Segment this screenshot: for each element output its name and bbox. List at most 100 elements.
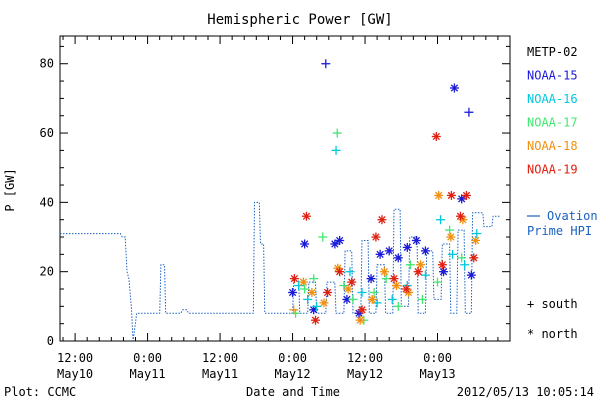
marker-noaa-15 <box>411 235 421 245</box>
marker-noaa-16 <box>420 270 430 280</box>
plot-frame <box>59 35 511 342</box>
marker-noaa-18 <box>391 281 401 291</box>
x-tick-label-time: 0:00 <box>133 351 162 365</box>
marker-noaa-19 <box>335 267 345 277</box>
marker-noaa-18 <box>355 315 365 325</box>
x-tick-label-time: 0:00 <box>423 351 452 365</box>
x-tick-label-time: 12:00 <box>57 351 93 365</box>
marker-noaa-16 <box>387 294 397 304</box>
marker-noaa-18 <box>367 294 377 304</box>
ovation-line <box>60 201 501 342</box>
footer-x-axis-label: Date and Time <box>246 385 340 399</box>
marker-noaa-18 <box>307 287 317 297</box>
marker-noaa-19 <box>437 260 447 270</box>
marker-noaa-18 <box>379 267 389 277</box>
marker-noaa-19 <box>446 190 456 200</box>
symbol-key-south: + south <box>527 297 578 311</box>
marker-noaa-17 <box>309 274 319 284</box>
legend-entry-noaa-18: NOAA-18 <box>527 139 578 153</box>
marker-noaa-15 <box>330 239 340 249</box>
y-tick-label: 80 <box>40 57 54 71</box>
data-markers <box>288 59 482 325</box>
marker-noaa-16 <box>331 145 341 155</box>
marker-noaa-19 <box>357 305 367 315</box>
marker-noaa-15 <box>288 287 298 297</box>
marker-noaa-18 <box>416 260 426 270</box>
marker-noaa-19 <box>389 274 399 284</box>
y-tick-label: 60 <box>40 126 54 140</box>
x-tick-label-date: May13 <box>419 367 455 381</box>
y-tick-label: 20 <box>40 265 54 279</box>
marker-noaa-17 <box>417 294 427 304</box>
marker-noaa-17 <box>381 274 391 284</box>
x-tick-label-time: 12:00 <box>347 351 383 365</box>
marker-noaa-19 <box>311 315 321 325</box>
marker-noaa-19 <box>289 274 299 284</box>
marker-noaa-18 <box>434 190 444 200</box>
marker-noaa-18 <box>319 298 329 308</box>
ovation-label: Ovation Prime HPI <box>527 209 598 238</box>
x-tick-label-date: May12 <box>347 367 383 381</box>
marker-noaa-15 <box>464 107 474 117</box>
marker-noaa-15 <box>375 249 385 259</box>
marker-noaa-17 <box>393 301 403 311</box>
x-tick-label-date: May11 <box>202 367 238 381</box>
footer-plot-source: Plot: CCMC <box>4 385 76 399</box>
marker-noaa-17 <box>457 253 467 263</box>
marker-noaa-17 <box>332 128 342 138</box>
y-tick-label: 40 <box>40 195 54 209</box>
y-axis: 0 20 40 60 80 <box>40 45 510 348</box>
marker-noaa-15 <box>449 83 459 93</box>
legend-entry-noaa-15: NOAA-15 <box>527 69 578 83</box>
marker-noaa-18 <box>471 235 481 245</box>
y-axis-label: P [GW] <box>3 168 17 211</box>
marker-noaa-18 <box>343 284 353 294</box>
marker-noaa-15 <box>457 194 467 204</box>
y-tick-label: 0 <box>47 334 54 348</box>
marker-noaa-19 <box>371 232 381 242</box>
legend-entry-noaa-19: NOAA-19 <box>527 163 578 177</box>
marker-noaa-19 <box>377 215 387 225</box>
ovation-label-line2: Prime HPI <box>527 224 592 238</box>
marker-noaa-19 <box>469 253 479 263</box>
marker-noaa-18 <box>289 305 299 315</box>
marker-noaa-16 <box>312 301 322 311</box>
x-axis: 12:00 May10 0:00 May11 12:00 May11 0:00 May12 12… <box>57 36 511 381</box>
marker-noaa-15 <box>384 246 394 256</box>
marker-noaa-15 <box>402 242 412 252</box>
marker-noaa-19 <box>455 211 465 221</box>
legend-entry-metp-02: METP-02 <box>527 45 578 59</box>
marker-noaa-15 <box>420 246 430 256</box>
x-tick-label-date: May12 <box>274 367 310 381</box>
marker-noaa-18 <box>446 232 456 242</box>
marker-noaa-19 <box>301 211 311 221</box>
marker-noaa-17 <box>300 284 310 294</box>
legend-entry-noaa-17: NOAA-17 <box>527 116 578 130</box>
marker-noaa-16 <box>303 294 313 304</box>
marker-noaa-16 <box>372 298 382 308</box>
marker-noaa-15 <box>335 235 345 245</box>
legend-entry-noaa-16: NOAA-16 <box>527 92 578 106</box>
marker-noaa-15 <box>439 267 449 277</box>
marker-noaa-19 <box>431 132 441 142</box>
x-tick-label-time: 0:00 <box>278 351 307 365</box>
marker-noaa-15 <box>393 253 403 263</box>
symbol-key-north: * north <box>527 327 578 341</box>
marker-noaa-16 <box>472 229 482 239</box>
x-tick-label-time: 12:00 <box>202 351 238 365</box>
marker-noaa-15 <box>321 59 331 69</box>
x-tick-label-date: May10 <box>57 367 93 381</box>
ovation-series <box>60 201 501 342</box>
marker-noaa-15 <box>466 270 476 280</box>
marker-noaa-15 <box>300 239 310 249</box>
marker-noaa-16 <box>436 215 446 225</box>
marker-noaa-17 <box>445 225 455 235</box>
marker-noaa-19 <box>413 267 423 277</box>
marker-noaa-16 <box>345 267 355 277</box>
marker-noaa-16 <box>294 281 304 291</box>
marker-noaa-16 <box>357 287 367 297</box>
marker-noaa-16 <box>448 249 458 259</box>
marker-noaa-19 <box>462 190 472 200</box>
marker-noaa-17 <box>348 294 358 304</box>
marker-noaa-18 <box>298 277 308 287</box>
